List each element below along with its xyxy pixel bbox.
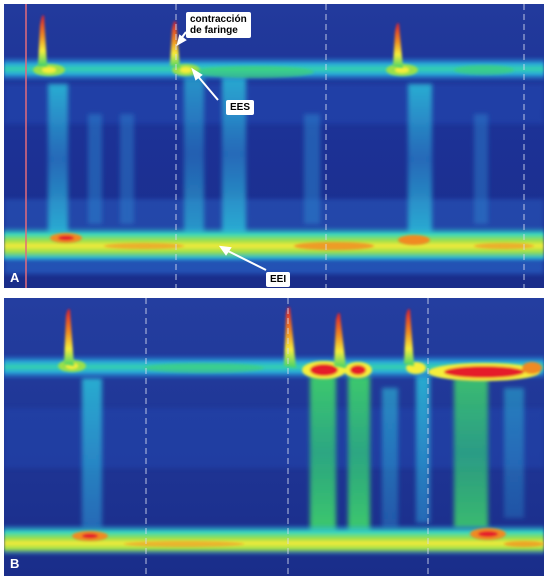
swallow-markers-b <box>145 298 429 576</box>
swallow-markers-a <box>175 4 525 288</box>
pharyngeal-peaks-b <box>64 306 414 368</box>
eei-callout: EEI <box>266 272 291 287</box>
panel-label-a: A <box>10 270 20 285</box>
les-band-a <box>4 226 544 262</box>
pressure-topography-a <box>4 4 544 288</box>
ees-callout: EES <box>226 100 255 115</box>
pressure-topography-b <box>4 298 544 576</box>
manometry-panel-b: B <box>4 298 544 576</box>
annotation-arrows-a <box>176 31 267 271</box>
manometry-panel-a: A contracción de faringe EES EEI <box>4 4 544 288</box>
pharyngeal-peaks-a <box>38 15 403 68</box>
faringe-callout-line2: de faringe <box>190 25 238 36</box>
faringe-callout: contracción de faringe <box>186 12 251 38</box>
faringe-callout-line1: contracción <box>190 14 247 25</box>
swallow-columns-b <box>82 373 524 533</box>
panel-label-b: B <box>10 556 20 571</box>
